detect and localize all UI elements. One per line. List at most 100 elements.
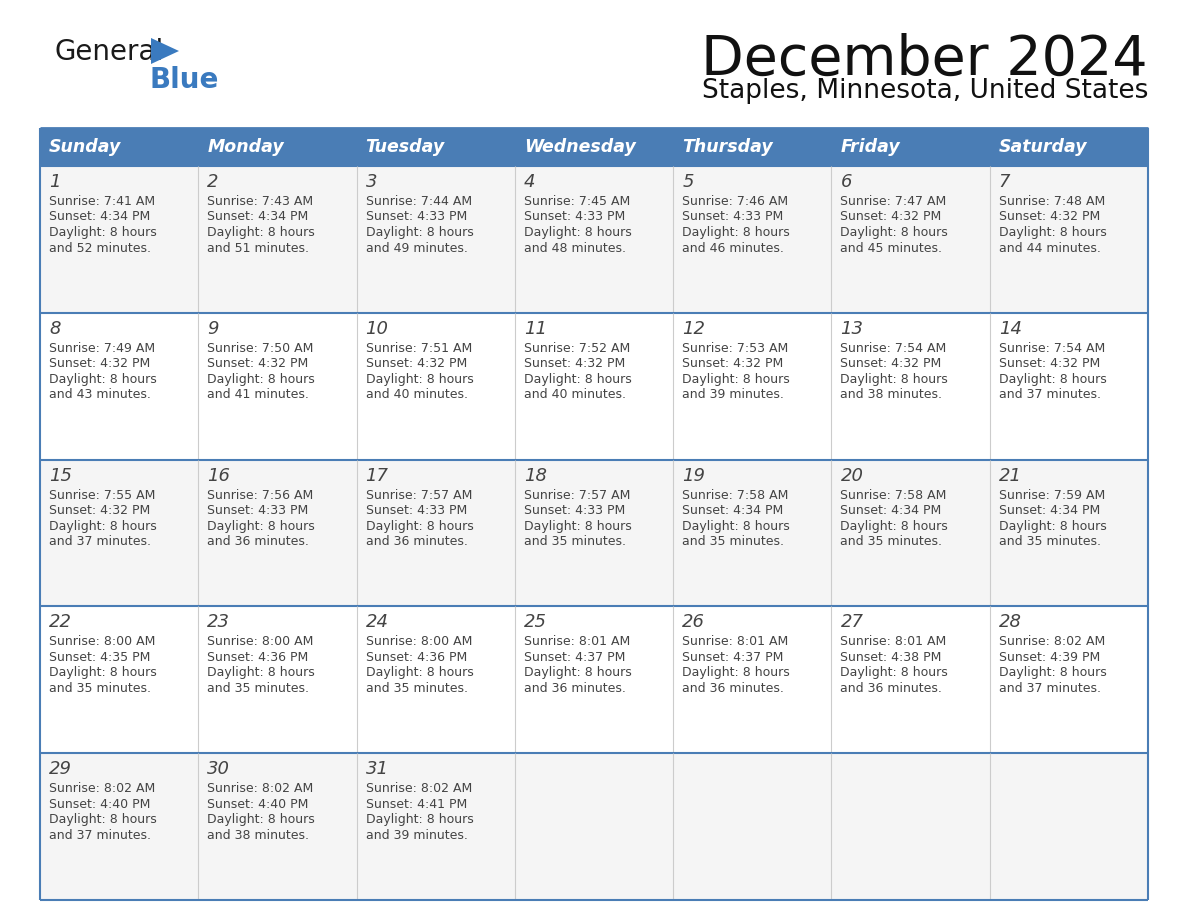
Text: 21: 21 [999,466,1022,485]
Text: Daylight: 8 hours: Daylight: 8 hours [49,813,157,826]
Text: Daylight: 8 hours: Daylight: 8 hours [682,520,790,532]
Text: Sunrise: 7:48 AM: Sunrise: 7:48 AM [999,195,1105,208]
Text: 29: 29 [49,760,72,778]
Text: 1: 1 [49,173,61,191]
Text: Sunrise: 7:50 AM: Sunrise: 7:50 AM [207,341,314,354]
Text: Sunset: 4:36 PM: Sunset: 4:36 PM [207,651,309,664]
Text: and 45 minutes.: and 45 minutes. [840,241,942,254]
Text: Daylight: 8 hours: Daylight: 8 hours [682,373,790,386]
Text: Daylight: 8 hours: Daylight: 8 hours [49,666,157,679]
Text: 31: 31 [366,760,388,778]
Text: and 36 minutes.: and 36 minutes. [840,682,942,695]
Text: Friday: Friday [840,138,901,156]
Text: 3: 3 [366,173,377,191]
Text: Daylight: 8 hours: Daylight: 8 hours [682,666,790,679]
Text: Sunrise: 7:54 AM: Sunrise: 7:54 AM [999,341,1105,354]
Text: and 39 minutes.: and 39 minutes. [366,829,467,842]
Text: 13: 13 [840,319,864,338]
Text: Daylight: 8 hours: Daylight: 8 hours [524,373,632,386]
Text: and 37 minutes.: and 37 minutes. [49,829,151,842]
Text: Sunrise: 7:58 AM: Sunrise: 7:58 AM [840,488,947,501]
Text: Wednesday: Wednesday [524,138,636,156]
Text: Sunrise: 7:54 AM: Sunrise: 7:54 AM [840,341,947,354]
Text: Sunrise: 8:00 AM: Sunrise: 8:00 AM [207,635,314,648]
Text: Daylight: 8 hours: Daylight: 8 hours [207,813,315,826]
Text: Sunrise: 7:41 AM: Sunrise: 7:41 AM [49,195,156,208]
Text: 19: 19 [682,466,706,485]
Bar [356,128,514,166]
Text: Sunrise: 7:59 AM: Sunrise: 7:59 AM [999,488,1105,501]
Text: Sunrise: 7:49 AM: Sunrise: 7:49 AM [49,341,156,354]
Text: Daylight: 8 hours: Daylight: 8 hours [840,520,948,532]
Text: Staples, Minnesota, United States: Staples, Minnesota, United States [702,78,1148,104]
Text: and 43 minutes.: and 43 minutes. [49,388,151,401]
Text: Sunset: 4:40 PM: Sunset: 4:40 PM [207,798,309,811]
Text: Daylight: 8 hours: Daylight: 8 hours [49,226,157,239]
Text: and 40 minutes.: and 40 minutes. [366,388,468,401]
Text: Sunrise: 7:44 AM: Sunrise: 7:44 AM [366,195,472,208]
Text: 20: 20 [840,466,864,485]
Text: Daylight: 8 hours: Daylight: 8 hours [366,226,473,239]
Text: 16: 16 [207,466,230,485]
Text: Sunrise: 7:46 AM: Sunrise: 7:46 AM [682,195,789,208]
Text: Daylight: 8 hours: Daylight: 8 hours [49,373,157,386]
Text: Daylight: 8 hours: Daylight: 8 hours [682,226,790,239]
Text: Sunrise: 7:52 AM: Sunrise: 7:52 AM [524,341,630,354]
Text: and 37 minutes.: and 37 minutes. [999,388,1101,401]
Text: Sunset: 4:33 PM: Sunset: 4:33 PM [366,210,467,223]
Text: Daylight: 8 hours: Daylight: 8 hours [366,373,473,386]
Text: 6: 6 [840,173,852,191]
Text: General: General [55,38,164,66]
Text: and 37 minutes.: and 37 minutes. [999,682,1101,695]
Text: Daylight: 8 hours: Daylight: 8 hours [840,226,948,239]
Text: Sunset: 4:34 PM: Sunset: 4:34 PM [840,504,942,517]
Text: and 35 minutes.: and 35 minutes. [49,682,151,695]
Text: 23: 23 [207,613,230,632]
Bar [40,753,1148,900]
Text: 26: 26 [682,613,706,632]
Text: Thursday: Thursday [682,138,773,156]
Bar [990,128,1148,166]
Text: Sunset: 4:32 PM: Sunset: 4:32 PM [49,357,150,370]
Text: Sunrise: 8:00 AM: Sunrise: 8:00 AM [49,635,156,648]
Text: Sunrise: 7:51 AM: Sunrise: 7:51 AM [366,341,472,354]
Text: Tuesday: Tuesday [366,138,444,156]
Bar [40,607,1148,753]
Text: Sunrise: 7:58 AM: Sunrise: 7:58 AM [682,488,789,501]
Text: Daylight: 8 hours: Daylight: 8 hours [207,666,315,679]
Text: Sunrise: 7:57 AM: Sunrise: 7:57 AM [524,488,630,501]
Text: Sunrise: 7:47 AM: Sunrise: 7:47 AM [840,195,947,208]
Text: Daylight: 8 hours: Daylight: 8 hours [207,226,315,239]
Text: Daylight: 8 hours: Daylight: 8 hours [999,226,1106,239]
Bar [40,460,1148,607]
Text: Sunrise: 8:01 AM: Sunrise: 8:01 AM [524,635,630,648]
Text: 17: 17 [366,466,388,485]
Text: Sunset: 4:37 PM: Sunset: 4:37 PM [682,651,784,664]
Text: 27: 27 [840,613,864,632]
Text: 12: 12 [682,319,706,338]
Text: and 35 minutes.: and 35 minutes. [682,535,784,548]
Text: Daylight: 8 hours: Daylight: 8 hours [207,373,315,386]
Text: Sunset: 4:32 PM: Sunset: 4:32 PM [999,357,1100,370]
Text: 25: 25 [524,613,546,632]
Text: Sunset: 4:32 PM: Sunset: 4:32 PM [840,210,942,223]
Text: Sunrise: 8:01 AM: Sunrise: 8:01 AM [840,635,947,648]
Text: Daylight: 8 hours: Daylight: 8 hours [49,520,157,532]
Text: Sunrise: 8:02 AM: Sunrise: 8:02 AM [207,782,314,795]
Text: Sunset: 4:34 PM: Sunset: 4:34 PM [207,210,309,223]
Text: Sunday: Sunday [49,138,121,156]
Bar [40,313,1148,460]
Text: Sunset: 4:35 PM: Sunset: 4:35 PM [49,651,151,664]
Text: Daylight: 8 hours: Daylight: 8 hours [999,666,1106,679]
Text: Daylight: 8 hours: Daylight: 8 hours [840,373,948,386]
Text: Sunset: 4:32 PM: Sunset: 4:32 PM [682,357,783,370]
Text: 5: 5 [682,173,694,191]
Text: Daylight: 8 hours: Daylight: 8 hours [999,520,1106,532]
Text: Sunrise: 8:02 AM: Sunrise: 8:02 AM [49,782,156,795]
Bar [40,166,1148,313]
Text: Monday: Monday [207,138,284,156]
Text: Sunrise: 8:02 AM: Sunrise: 8:02 AM [999,635,1105,648]
Text: and 44 minutes.: and 44 minutes. [999,241,1100,254]
Text: 9: 9 [207,319,219,338]
Text: Sunset: 4:34 PM: Sunset: 4:34 PM [999,504,1100,517]
